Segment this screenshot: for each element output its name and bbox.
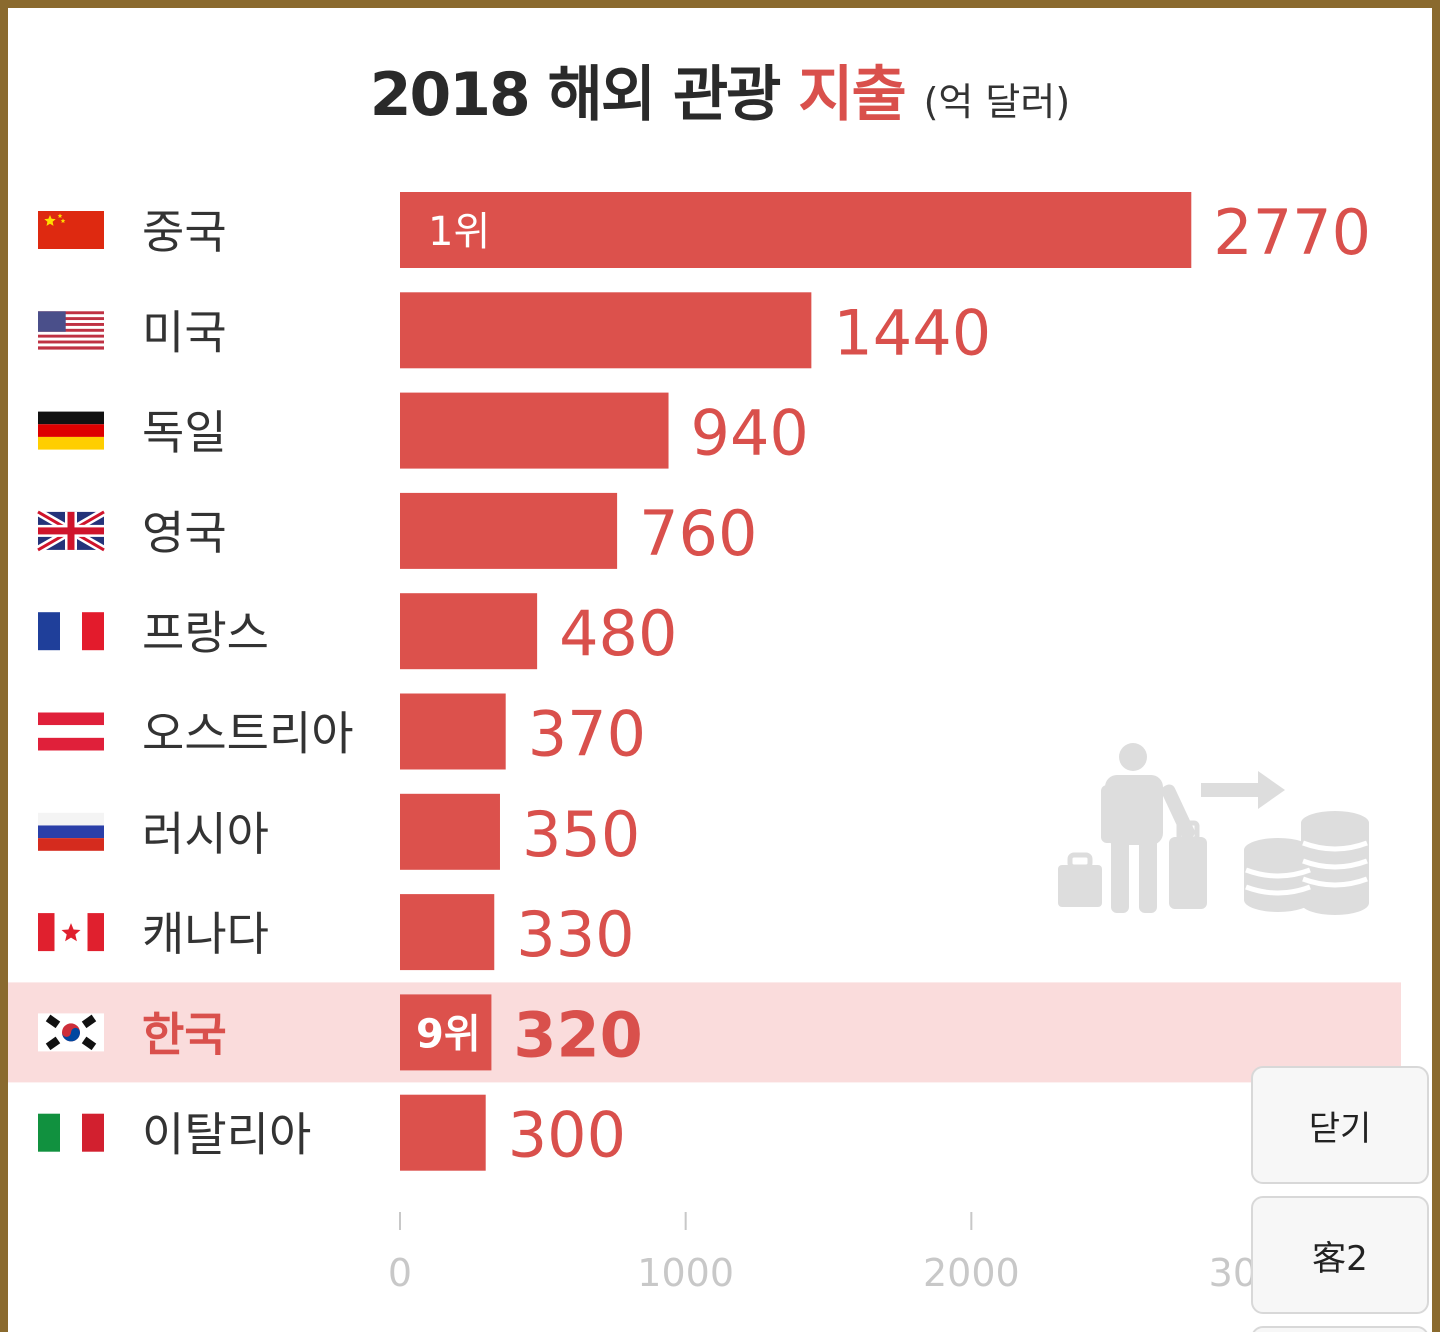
- bar: [400, 793, 500, 870]
- korea-flag-icon: [38, 1013, 104, 1052]
- bar-chart: 중국 2770 미국 1440 독일 940 영국 760 프랑스 480 오스트리아 370 러시아 3…: [8, 192, 1401, 1295]
- bar: [400, 392, 669, 469]
- chart-frame: 2018 해외 관광 지출 (억 달러) 중국 2770 미국 1440 독일 940 영국…: [8, 8, 1432, 1332]
- category-label: 영국: [142, 506, 227, 560]
- bar: [400, 1094, 486, 1171]
- bar: [400, 192, 1192, 268]
- more-button[interactable]: [1251, 1326, 1429, 1332]
- highlight-row: [8, 982, 1401, 1083]
- canada-flag-icon: [38, 913, 104, 952]
- bar: [400, 693, 506, 770]
- x-tick-label: 2000: [923, 1251, 1020, 1295]
- value-label: 2770: [1213, 196, 1371, 269]
- category-label: 러시아: [142, 807, 269, 861]
- bar: [400, 894, 495, 971]
- bar: [400, 292, 812, 369]
- value-label: 940: [691, 397, 809, 470]
- value-label: 320: [513, 998, 642, 1071]
- usa-flag-icon: [38, 311, 104, 350]
- category-label: 한국: [142, 1007, 227, 1061]
- value-label: 300: [508, 1099, 626, 1172]
- title-main: 2018 해외 관광: [369, 60, 782, 130]
- uk-flag-icon: [36, 508, 106, 554]
- value-label: 370: [528, 698, 646, 771]
- title-unit: (억 달러): [923, 80, 1071, 124]
- value-label: 350: [522, 798, 640, 871]
- germany-flag-icon: [38, 411, 104, 450]
- close-button[interactable]: 닫기: [1251, 1066, 1429, 1184]
- value-label: 760: [639, 497, 757, 570]
- austria-flag-icon: [38, 712, 104, 751]
- russia-flag-icon: [38, 812, 104, 851]
- france-flag-icon: [38, 612, 104, 651]
- bar: [400, 994, 492, 1071]
- category-label: 프랑스: [142, 606, 269, 660]
- category-label: 캐나다: [142, 907, 269, 961]
- x-tick-label: 1000: [637, 1251, 734, 1295]
- title-accent: 지출: [798, 60, 906, 130]
- bar: [400, 593, 538, 670]
- category-label: 미국: [142, 305, 227, 359]
- rank-label: 9위: [416, 1011, 481, 1057]
- x-tick-label: 0: [388, 1251, 412, 1295]
- value-label: 480: [559, 597, 677, 670]
- guest-button[interactable]: 客2: [1251, 1196, 1429, 1314]
- value-label: 1440: [833, 296, 991, 369]
- china-flag-icon: [38, 211, 104, 249]
- value-label: 330: [516, 898, 634, 971]
- chart-title: 2018 해외 관광 지출 (억 달러): [8, 46, 1432, 133]
- traveler-money-icon: [1058, 743, 1369, 915]
- category-label: 이탈리아: [142, 1108, 311, 1162]
- italy-flag-icon: [38, 1113, 104, 1152]
- bar: [400, 492, 618, 569]
- category-label: 독일: [142, 406, 227, 460]
- rank-label: 1위: [428, 209, 490, 255]
- category-label: 오스트리아: [142, 707, 354, 761]
- category-label: 중국: [142, 205, 227, 259]
